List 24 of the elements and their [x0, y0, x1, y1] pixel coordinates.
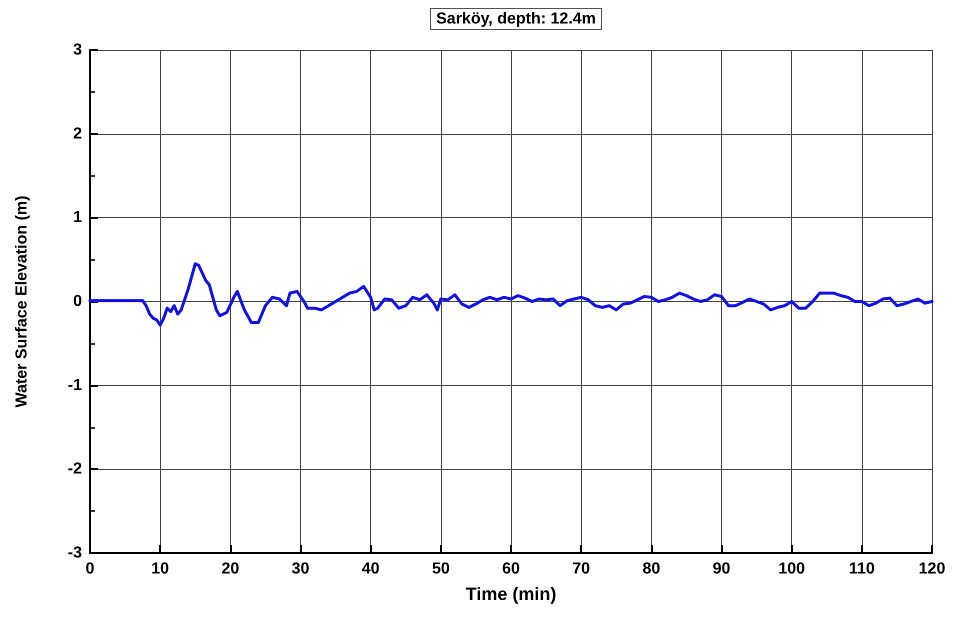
y-tick-label: -3: [68, 544, 82, 562]
x-tick-label: 100: [778, 560, 806, 578]
y-tick-label: -1: [68, 376, 82, 394]
x-axis-title: Time (min): [466, 584, 556, 604]
y-tick-label: 3: [73, 42, 82, 58]
x-tick-label: 0: [86, 560, 95, 578]
x-tick-label: 120: [918, 560, 946, 578]
chart-title: Sarköy, depth: 12.4m: [436, 10, 596, 28]
x-tick-label: 60: [502, 560, 520, 578]
x-tick-label: 40: [362, 560, 380, 578]
line-series: [88, 262, 934, 326]
x-tick-label: 70: [572, 560, 590, 578]
x-tick-label: 110: [848, 560, 875, 578]
y-tick-label: 1: [73, 209, 82, 226]
y-tick-label: 2: [73, 125, 82, 142]
x-tick-label: 50: [432, 560, 450, 578]
y-tick-label: 0: [73, 293, 82, 310]
x-tick-label: 80: [642, 560, 660, 578]
x-tick-label: 30: [292, 560, 310, 578]
y-tick-label: -2: [68, 460, 82, 478]
y-axis-title: Water Surface Elevation (m): [14, 196, 30, 408]
x-tick-label: 90: [712, 560, 730, 578]
x-tick-label: 10: [151, 560, 170, 578]
x-tick-label: 20: [221, 560, 240, 578]
